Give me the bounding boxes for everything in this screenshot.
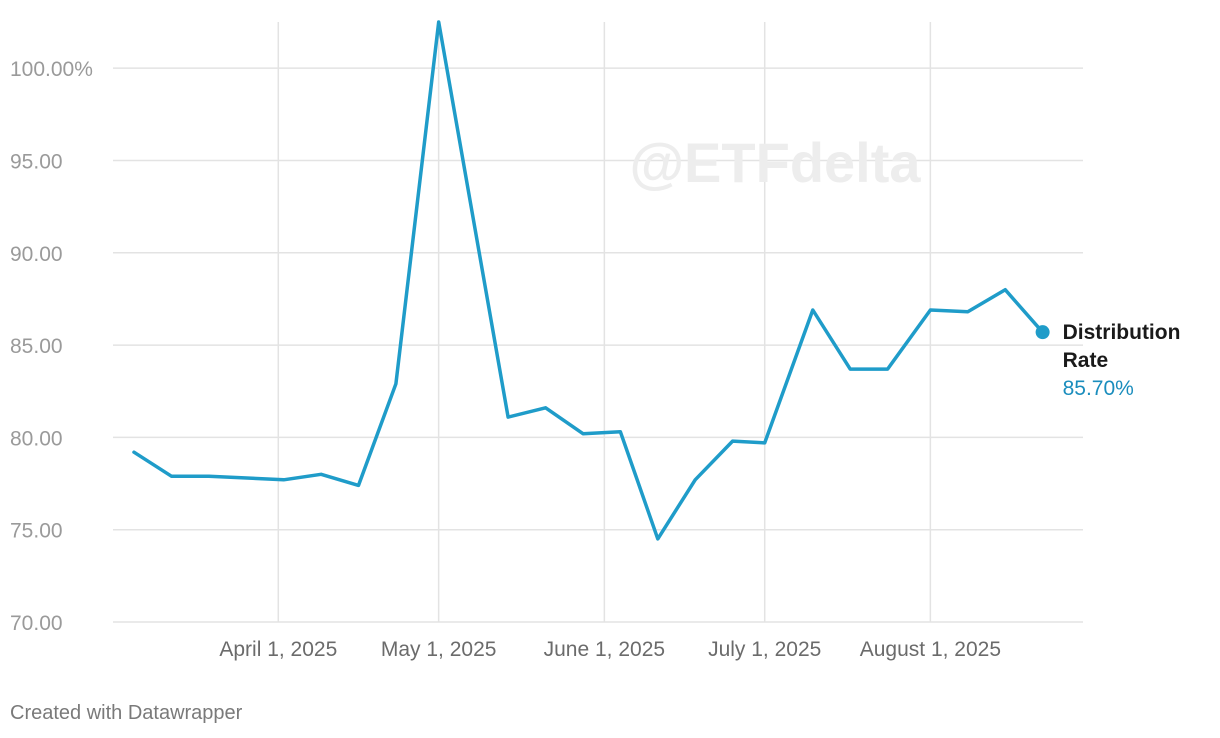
x-tick-label: August 1, 2025 <box>860 638 1001 661</box>
data-points <box>132 20 1045 541</box>
x-tick-label: July 1, 2025 <box>708 638 821 661</box>
y-tick-label: 70.00 <box>10 612 63 635</box>
data-point <box>506 415 510 419</box>
data-point <box>437 20 441 24</box>
end-label-series-name-line-1: Distribution <box>1063 321 1181 344</box>
end-label-series-name-line-2: Rate <box>1063 349 1109 372</box>
data-point <box>356 483 360 487</box>
y-tick-label: 75.00 <box>10 520 63 543</box>
y-tick-label: 80.00 <box>10 427 63 450</box>
x-gridlines <box>277 22 932 622</box>
x-tick-labels: April 1, 2025 May 1, 2025 June 1, 2025 July… <box>219 638 1001 661</box>
watermark-text: @ETFdelta <box>629 131 921 194</box>
y-tick-label: 95.00 <box>10 150 63 173</box>
end-point-marker <box>1035 325 1050 340</box>
y-tick-label: 85.00 <box>10 335 63 358</box>
credit-footer[interactable]: Created with Datawrapper <box>10 702 243 724</box>
data-point <box>928 308 932 312</box>
data-point <box>731 439 735 443</box>
data-point <box>848 367 852 371</box>
x-tick-label: April 1, 2025 <box>219 638 337 661</box>
y-tick-labels: 70.00 75.00 80.00 85.00 90.00 95.00 100.00% <box>10 58 93 635</box>
data-point <box>581 432 585 436</box>
data-point <box>1003 288 1007 292</box>
distribution-rate-line <box>132 20 1045 541</box>
data-point <box>886 367 890 371</box>
data-point <box>656 537 660 541</box>
data-point <box>394 382 398 386</box>
end-label-value: 85.70% <box>1063 377 1134 400</box>
data-point <box>966 310 970 314</box>
data-point <box>169 474 173 478</box>
data-point <box>207 474 211 478</box>
data-point <box>132 450 136 454</box>
x-tick-label: June 1, 2025 <box>544 638 665 661</box>
data-point <box>693 478 697 482</box>
y-gridlines <box>113 67 1083 623</box>
data-point <box>811 308 815 312</box>
data-point <box>618 430 622 434</box>
data-point <box>763 441 767 445</box>
data-point <box>544 406 548 410</box>
data-point <box>319 472 323 476</box>
y-tick-label: 90.00 <box>10 243 63 266</box>
line-chart: @ETFdelta 70.00 75.00 80.00 85.00 90.00 95.00… <box>10 20 1181 661</box>
data-point <box>282 478 286 482</box>
y-tick-label: 100.00% <box>10 58 93 81</box>
x-tick-label: May 1, 2025 <box>381 638 497 661</box>
